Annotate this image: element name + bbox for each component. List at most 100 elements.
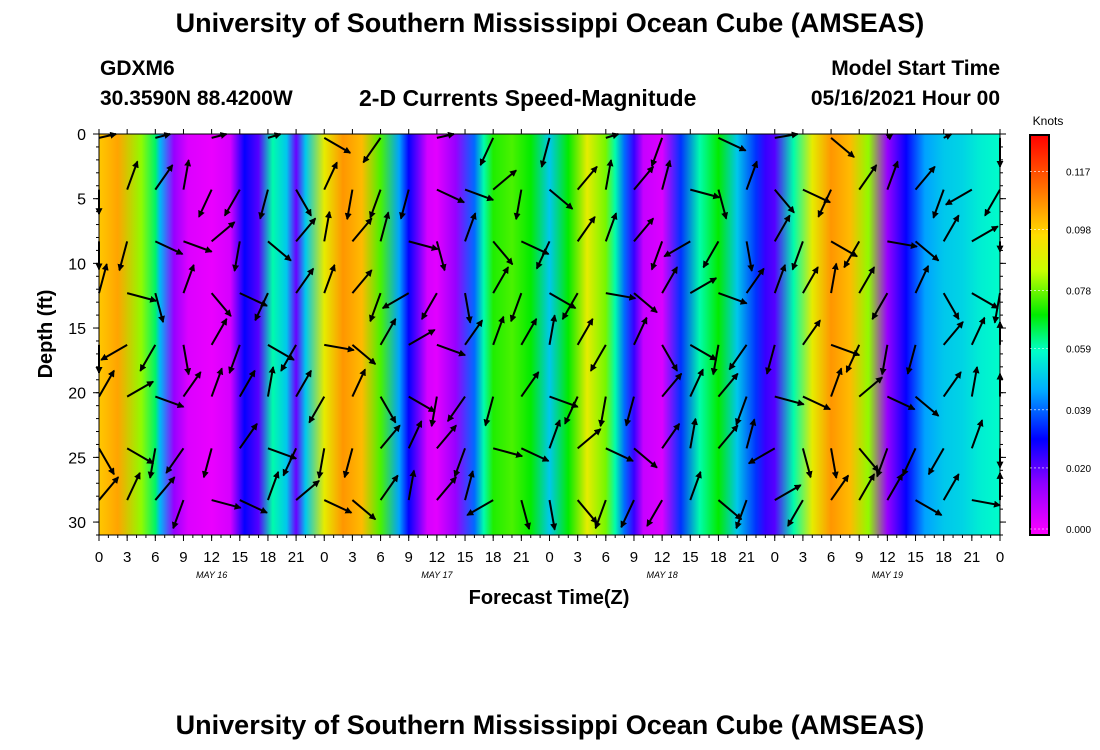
current-vector [435, 241, 447, 272]
current-vector [689, 343, 718, 361]
current-vector [942, 292, 960, 320]
current-vector [323, 499, 353, 514]
current-vector [661, 159, 672, 190]
current-vector [520, 318, 538, 346]
current-vector [646, 499, 663, 527]
x-tick-label: 3 [348, 549, 356, 566]
x-tick-label: 12 [879, 549, 896, 566]
current-vector [710, 344, 720, 376]
current-vector [802, 319, 821, 346]
current-vector [774, 484, 802, 501]
current-vector [267, 132, 282, 140]
current-vector [932, 189, 945, 219]
current-vector [858, 164, 878, 191]
current-vector [154, 240, 184, 255]
current-vector [773, 188, 795, 214]
current-vector [875, 447, 889, 478]
x-tick-label: 18 [710, 549, 727, 566]
current-vector [295, 189, 312, 217]
x-tick-label: 18 [935, 549, 952, 566]
current-vector [830, 367, 843, 397]
current-vector [228, 344, 241, 374]
current-vector [126, 471, 141, 501]
current-vector [344, 189, 354, 221]
current-vector [942, 371, 962, 398]
current-vector [407, 420, 423, 449]
current-vector [787, 499, 804, 527]
current-vector [905, 344, 917, 375]
current-vector [323, 263, 336, 294]
current-vector [971, 499, 1001, 508]
date-label: MAY 17 [421, 570, 453, 580]
y-tick-label: 5 [77, 192, 86, 209]
current-vector [774, 395, 805, 407]
current-vector [509, 292, 523, 323]
current-vector [351, 368, 366, 398]
current-vector [561, 292, 579, 320]
current-vector [351, 499, 377, 521]
plot-title: 2-D Currents Speed-Magnitude [359, 85, 697, 111]
current-vector [943, 133, 953, 140]
current-vector [702, 240, 720, 269]
current-vector [604, 212, 618, 242]
current-vector [295, 369, 312, 398]
current-vector [436, 131, 456, 139]
current-vector [479, 137, 495, 166]
x-tick-label: 0 [95, 549, 103, 566]
current-vector [886, 395, 916, 411]
current-vector [323, 210, 332, 242]
x-tick-label: 0 [771, 549, 779, 566]
current-vector [944, 188, 973, 206]
current-vector [254, 292, 269, 322]
x-tick-label: 6 [151, 549, 159, 566]
current-vector [171, 499, 185, 530]
current-vector [971, 225, 999, 243]
current-vector [520, 371, 540, 398]
current-vector [447, 396, 466, 422]
model-start-value: 05/16/2021 Hour 00 [810, 87, 1000, 110]
current-vector [464, 188, 495, 202]
current-vector [689, 470, 702, 501]
current-vector [453, 447, 466, 478]
current-vector [576, 318, 594, 346]
current-vector [211, 499, 242, 510]
current-vector [182, 263, 195, 294]
current-vector [970, 419, 984, 449]
current-vector [576, 215, 596, 242]
colorbar-tick-label: 0.000 [1066, 525, 1091, 536]
current-vector [661, 266, 678, 294]
current-vector [548, 314, 558, 346]
date-label: MAY 19 [872, 570, 903, 580]
current-vector [513, 189, 523, 221]
current-vector [267, 240, 292, 262]
current-vector [126, 380, 155, 398]
x-tick-label: 6 [376, 549, 384, 566]
current-vector [117, 241, 129, 272]
current-vector [605, 447, 634, 462]
x-tick-label: 3 [123, 549, 131, 566]
current-vector [379, 318, 397, 346]
current-vector [548, 188, 574, 210]
current-vector [773, 263, 787, 294]
current-vector [464, 212, 477, 242]
current-vector [429, 396, 438, 428]
current-vector [830, 448, 839, 479]
current-vector [520, 499, 531, 531]
current-vector [879, 344, 889, 376]
colorbar-tick-label: 0.020 [1066, 464, 1091, 475]
current-vector [147, 448, 157, 479]
date-label: MAY 16 [196, 570, 227, 580]
current-vector [98, 476, 120, 501]
x-tick-label: 15 [231, 549, 248, 566]
current-vector [154, 476, 176, 501]
current-vector [492, 169, 517, 191]
current-vector [258, 189, 269, 220]
current-vector [520, 447, 550, 462]
x-tick-label: 9 [179, 549, 187, 566]
current-vector [100, 343, 128, 361]
current-vector [728, 344, 748, 371]
x-tick-label: 21 [964, 549, 981, 566]
x-tick-label: 3 [573, 549, 581, 566]
current-vector [661, 344, 678, 372]
